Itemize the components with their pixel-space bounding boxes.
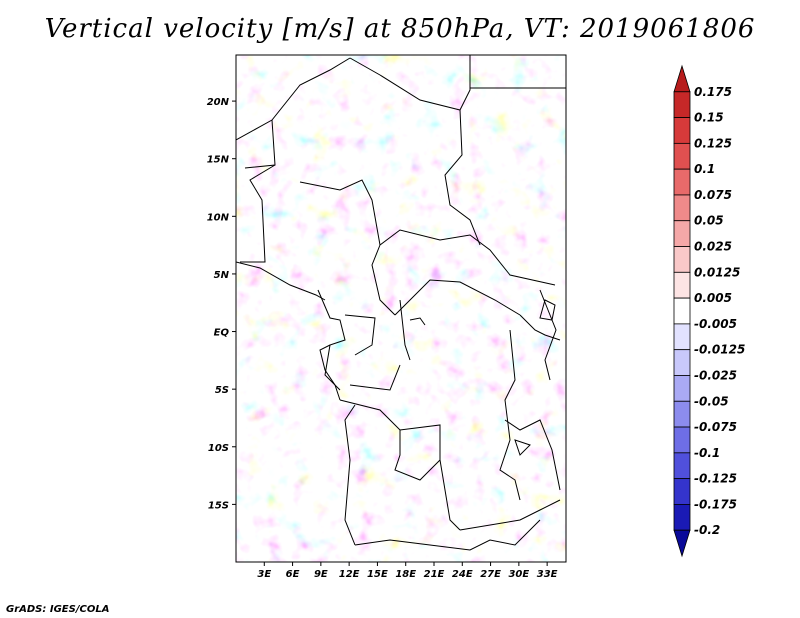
colorbar-label: 0.175 xyxy=(694,85,732,99)
colorbar-bin xyxy=(673,375,691,402)
colorbar-label: -0.125 xyxy=(694,472,737,486)
colorbar-label: 0.15 xyxy=(694,111,724,125)
colorbar-bin xyxy=(673,478,691,505)
country-borders xyxy=(236,55,566,551)
chart-title: Vertical velocity [m/s] at 850hPa, VT: 2… xyxy=(44,14,756,44)
x-tick-label: 12E xyxy=(339,569,360,580)
y-tick-label: 15N xyxy=(207,155,230,166)
y-tick-label: 5N xyxy=(214,270,230,281)
map-frame xyxy=(235,54,567,563)
colorbar-bin xyxy=(673,297,691,325)
colorbar-bin xyxy=(673,271,691,299)
colorbar-bin xyxy=(673,246,691,273)
colorbar-bin xyxy=(673,142,691,170)
colorbar-label: 0.075 xyxy=(694,188,732,202)
x-tick-label: 24E xyxy=(452,569,473,580)
colorbar-bin xyxy=(673,452,691,480)
colorbar-label: -0.1 xyxy=(694,446,720,460)
x-tick-label: 3E xyxy=(257,569,271,580)
colorbar-bin xyxy=(673,529,691,558)
colorbar-label: -0.2 xyxy=(694,523,720,537)
colorbar: 0.175 0.15 0.125 0.1 0.075 0.05 0.025 0.0125 0.0… xyxy=(673,64,745,558)
x-axis: 3E 6E 9E 12E 15E 18E 21E 24E 27E 30E 33E xyxy=(257,562,558,580)
colorbar-label: -0.005 xyxy=(694,317,737,331)
colorbar-label: -0.05 xyxy=(694,394,729,408)
colorbar-label: 0.0125 xyxy=(694,265,740,279)
x-tick-label: 21E xyxy=(424,569,445,580)
y-axis: 20N 15N 10N 5N EQ 5S 10S 15S xyxy=(207,97,236,511)
y-tick-label: 15S xyxy=(208,500,229,511)
x-tick-label: 18E xyxy=(395,569,416,580)
colorbar-bin xyxy=(673,91,691,118)
colorbar-label: -0.175 xyxy=(694,497,737,511)
y-tick-label: 5S xyxy=(215,385,229,396)
colorbar-label: 0.025 xyxy=(694,240,732,254)
colorbar-bin xyxy=(673,400,691,428)
colorbar-bin xyxy=(673,194,691,222)
colorbar-bin xyxy=(673,426,691,454)
colorbar-bin xyxy=(673,117,691,144)
x-tick-label: 15E xyxy=(367,569,388,580)
y-tick-label: 10N xyxy=(207,212,230,223)
colorbar-bin xyxy=(673,323,691,351)
x-tick-label: 6E xyxy=(286,569,300,580)
colorbar-label: -0.0125 xyxy=(694,343,745,357)
y-tick-label: EQ xyxy=(214,328,230,339)
colorbar-bin xyxy=(673,168,691,196)
x-tick-label: 30E xyxy=(508,569,529,580)
colorbar-label: 0.125 xyxy=(694,136,732,150)
colorbar-bin xyxy=(673,220,691,247)
y-tick-label: 10S xyxy=(208,443,229,454)
x-tick-label: 27E xyxy=(480,569,501,580)
colorbar-label: -0.025 xyxy=(694,368,737,382)
colorbar-bin xyxy=(673,504,691,531)
y-tick-label: 20N xyxy=(207,97,230,108)
credit-label: GrADS: IGES/COLA xyxy=(6,604,110,615)
colorbar-label: 0.1 xyxy=(694,162,715,176)
colorbar-label: -0.075 xyxy=(694,420,737,434)
colorbar-bin xyxy=(673,349,691,376)
colorbar-label: 0.05 xyxy=(694,214,724,228)
x-tick-label: 9E xyxy=(314,569,328,580)
colorbar-bin xyxy=(673,64,691,93)
x-tick-label: 33E xyxy=(537,569,558,580)
colorbar-label: 0.005 xyxy=(694,291,732,305)
